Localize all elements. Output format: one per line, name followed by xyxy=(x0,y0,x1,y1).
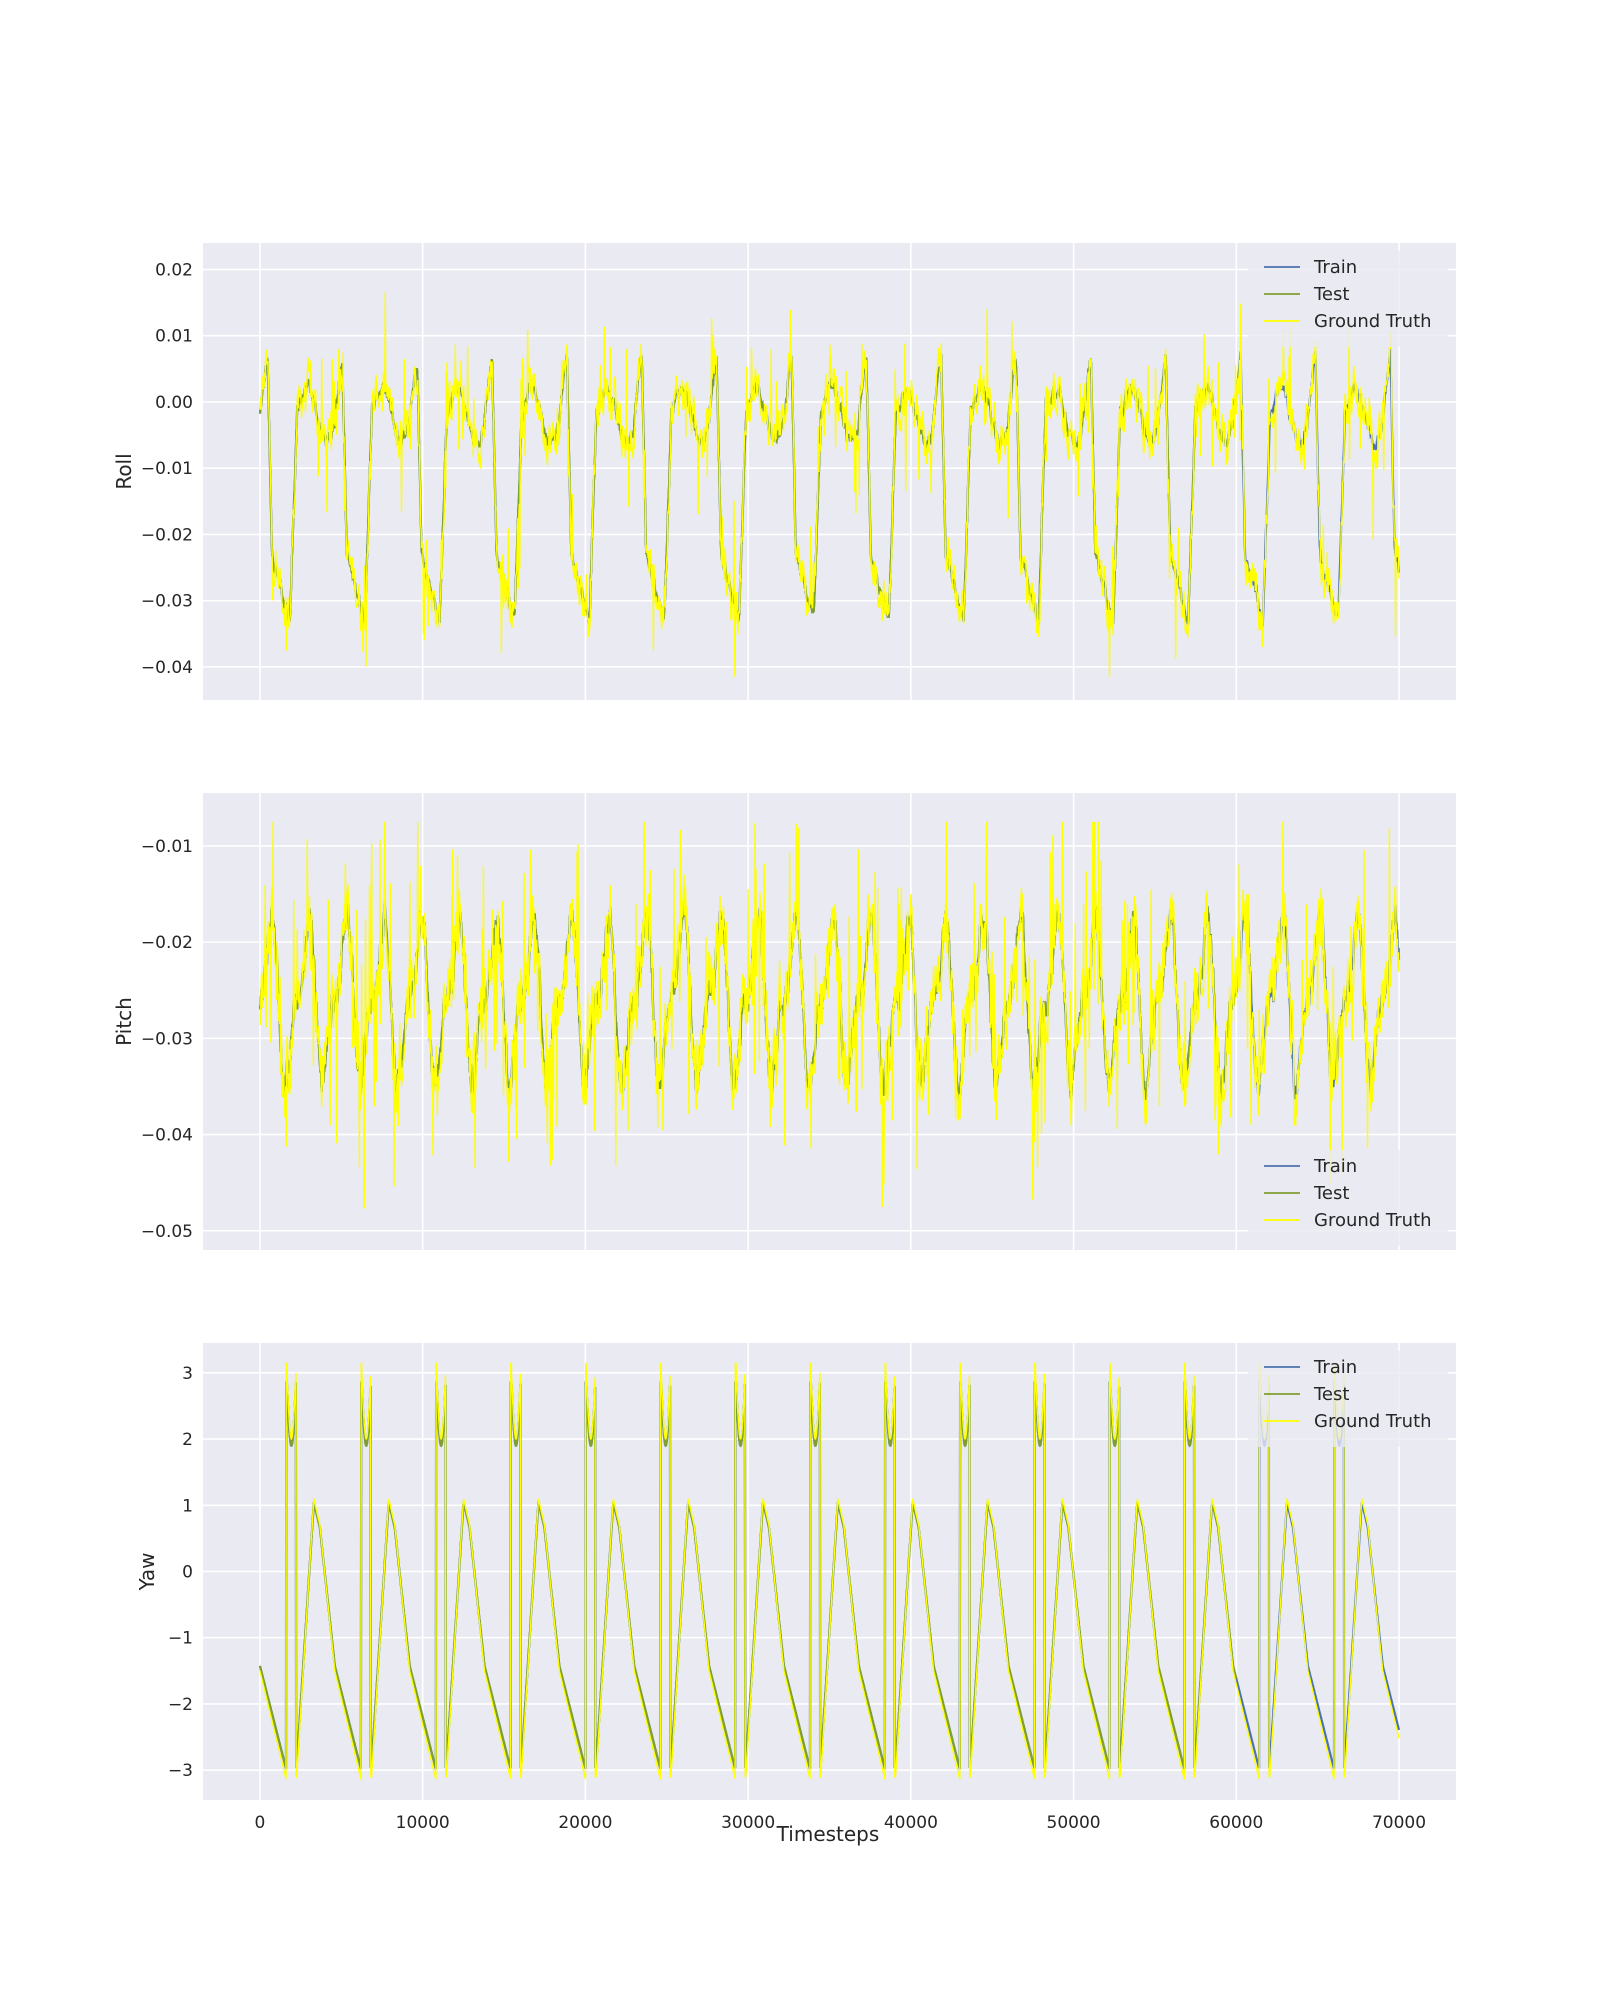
y-tick-label: −2 xyxy=(168,1695,193,1715)
y-tick-label: 2 xyxy=(182,1430,193,1450)
y-tick-label: 0.02 xyxy=(155,260,193,280)
y-tick-label: −0.02 xyxy=(141,933,193,953)
x-tick-label: 40000 xyxy=(884,1813,938,1833)
y-tick-label: 0.00 xyxy=(155,393,193,413)
x-tick-label: 10000 xyxy=(396,1813,450,1833)
legend-label: Train xyxy=(1313,257,1357,278)
y-tick-label: 3 xyxy=(182,1364,193,1384)
y-tick-label: −0.04 xyxy=(141,1126,193,1146)
y-tick-label: −0.01 xyxy=(141,837,193,857)
panel-roll: 0.02 0.01 0.00 −0.01 −0.02 −0.03 −0.04 Roll Trai… xyxy=(112,243,1456,700)
series-ground-truth-line xyxy=(259,821,1400,1209)
y-tick-label: 1 xyxy=(182,1496,193,1516)
legend-label: Ground Truth xyxy=(1314,1411,1432,1432)
legend-label: Test xyxy=(1313,1384,1349,1405)
legend-label: Train xyxy=(1313,1156,1357,1177)
series-ground-truth-line xyxy=(259,1362,1400,1780)
series-ground-truth-line xyxy=(259,292,1400,678)
y-tick-label: −0.01 xyxy=(141,459,193,479)
y-axis-title: Roll xyxy=(112,453,136,489)
legend: Train Test Ground Truth xyxy=(1248,1351,1448,1447)
y-tick-label: −0.02 xyxy=(141,525,193,545)
x-tick-label: 30000 xyxy=(721,1813,775,1833)
y-tick-label: 0 xyxy=(182,1563,193,1583)
y-tick-label: −0.05 xyxy=(141,1222,193,1242)
y-tick-label: −0.03 xyxy=(141,592,193,612)
legend-label: Test xyxy=(1313,284,1349,305)
x-tick-label: 70000 xyxy=(1372,1813,1426,1833)
legend: Train Test Ground Truth xyxy=(1248,251,1448,347)
x-tick-label: 50000 xyxy=(1047,1813,1101,1833)
x-tick-label: 20000 xyxy=(558,1813,612,1833)
y-tick-label: −0.04 xyxy=(141,658,193,678)
legend-label: Ground Truth xyxy=(1314,1210,1432,1231)
y-axis-title: Pitch xyxy=(112,997,136,1046)
x-tick-label: 60000 xyxy=(1209,1813,1263,1833)
legend-label: Train xyxy=(1313,1357,1357,1378)
y-tick-label: 0.01 xyxy=(155,327,193,347)
y-tick-label: −3 xyxy=(168,1761,193,1781)
x-axis-title: Timesteps xyxy=(776,1822,880,1846)
y-tick-label: −1 xyxy=(168,1629,193,1649)
legend: Train Test Ground Truth xyxy=(1248,1150,1448,1246)
panel-yaw: 3 2 1 0 −1 −2 −3 Yaw Train Test Ground Truth 0 10000… xyxy=(135,1343,1456,1833)
panel-pitch: −0.01 −0.02 −0.03 −0.04 −0.05 Pitch Train Test G… xyxy=(112,793,1456,1250)
plot-background xyxy=(203,243,1456,700)
legend-label: Ground Truth xyxy=(1314,311,1432,332)
legend-label: Test xyxy=(1313,1183,1349,1204)
x-tick-label: 0 xyxy=(255,1813,266,1833)
y-tick-label: −0.03 xyxy=(141,1029,193,1049)
y-axis-title: Yaw xyxy=(135,1552,159,1591)
